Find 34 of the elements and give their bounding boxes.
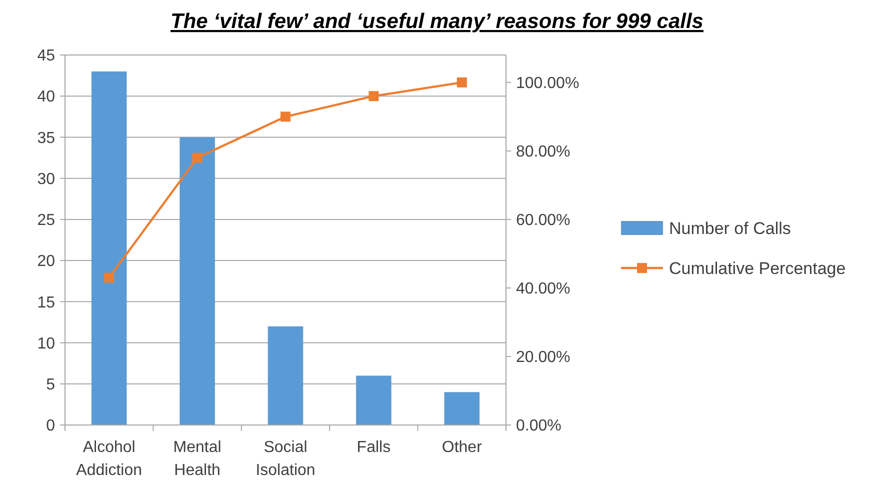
point xyxy=(368,91,379,102)
y2-tick-label: 20.00% xyxy=(516,349,570,366)
bar xyxy=(91,71,127,425)
legend-label: Cumulative Percentage xyxy=(669,258,846,278)
y2-tick-label: 60.00% xyxy=(516,212,570,230)
y-tick-label: 20 xyxy=(37,253,56,270)
y-tick-label: 30 xyxy=(37,170,56,188)
y-tick-label: 10 xyxy=(37,335,56,352)
bar xyxy=(180,137,215,425)
chart-title: The ‘vital few’ and ‘useful many’ reasons for 999 calls xyxy=(170,10,704,33)
bar xyxy=(444,392,480,425)
y-tick-label: 5 xyxy=(46,376,56,394)
legend-label: Number of Calls xyxy=(669,218,791,238)
x-tick-label: Alcohol Addiction xyxy=(76,439,142,479)
x-tick-label: Other xyxy=(442,439,483,456)
y2-tick-label: 80.00% xyxy=(516,144,570,161)
bar xyxy=(356,376,392,425)
y-tick-label: 35 xyxy=(37,130,56,147)
y-tick-label: 40 xyxy=(37,88,56,106)
point xyxy=(104,272,114,283)
x-tick-label: Mental Health xyxy=(173,439,222,479)
bar xyxy=(268,326,304,425)
y-tick-label: 0 xyxy=(46,418,56,435)
point xyxy=(280,112,290,122)
y-tick-label: 15 xyxy=(37,294,56,312)
y-tick-label: 45 xyxy=(37,48,56,65)
x-tick-label: Social Isolation xyxy=(256,439,316,479)
y-tick-label: 25 xyxy=(37,212,56,230)
y2-tick-label: 40.00% xyxy=(516,280,570,298)
point xyxy=(456,77,467,88)
y2-tick-label: 100.00% xyxy=(516,75,580,92)
y2-tick-label: 0.00% xyxy=(516,418,562,435)
point xyxy=(192,152,202,163)
x-tick-label: Falls xyxy=(356,439,391,456)
